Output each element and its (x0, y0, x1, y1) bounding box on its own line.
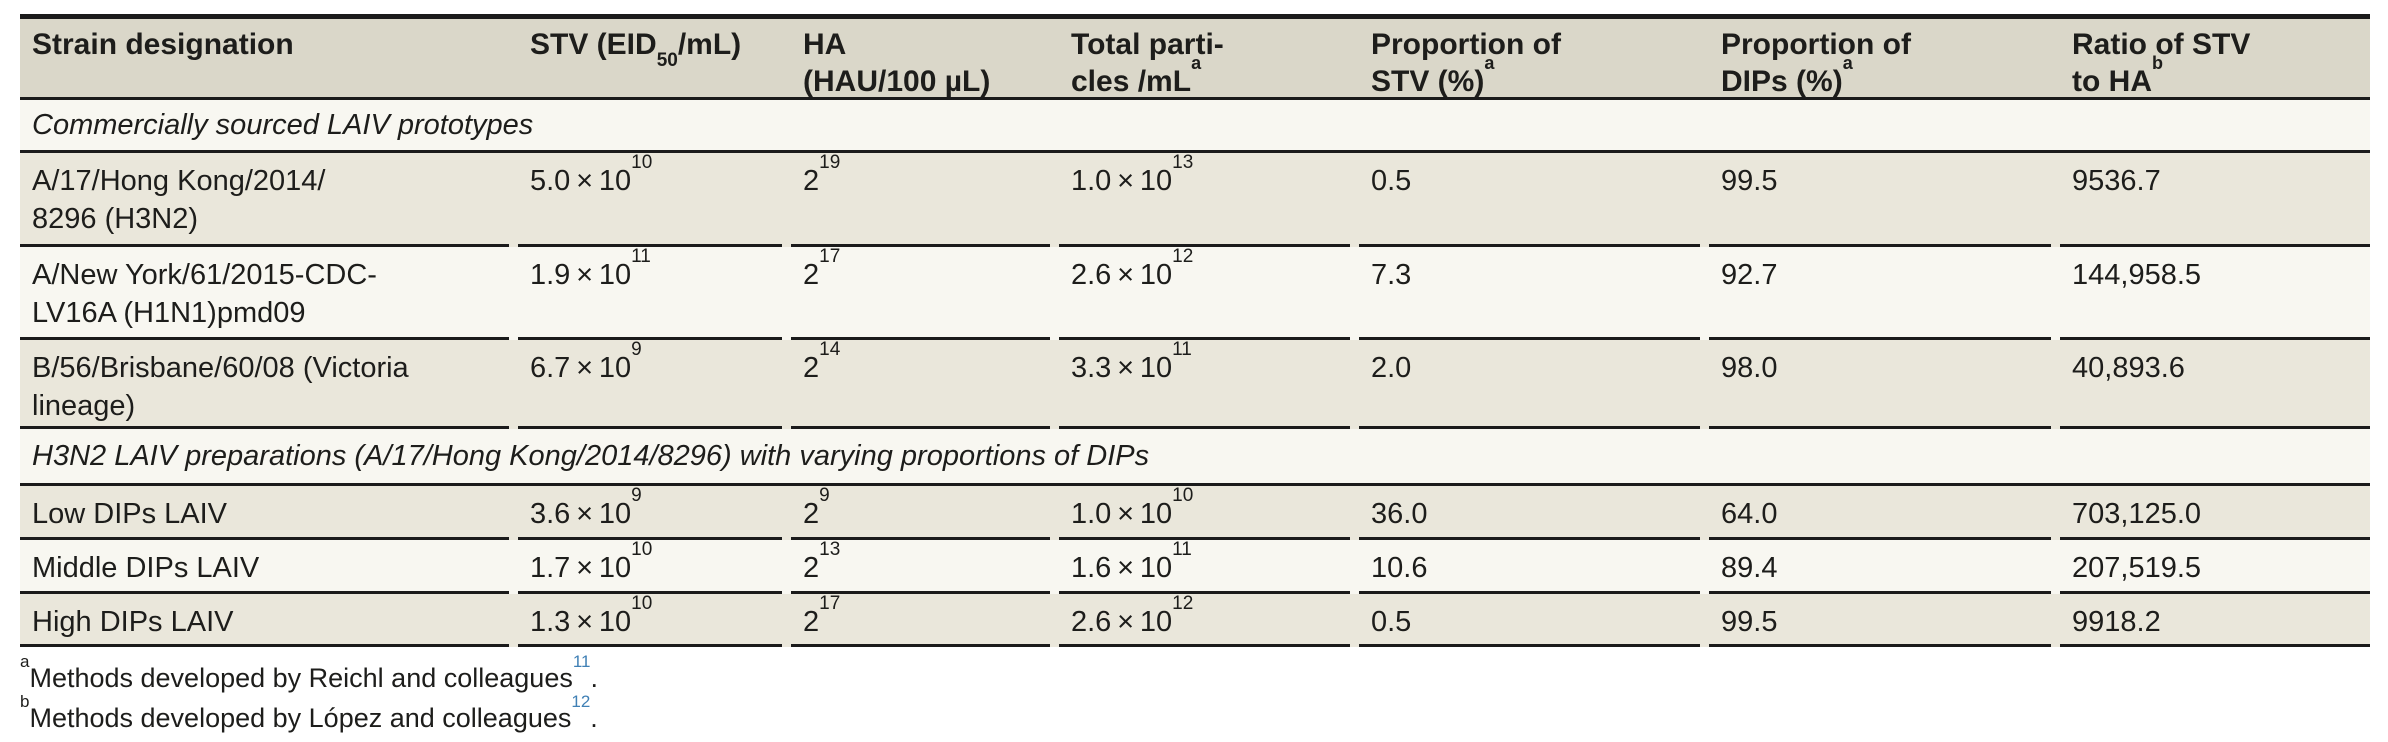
col-header-strain-designation: Strain designation (20, 19, 509, 100)
cell-proportion-stv: 0.5 (1359, 153, 1700, 247)
cell-ratio: 144,958.5 (2060, 247, 2370, 340)
cell-proportion-dips: 99.5 (1709, 153, 2051, 247)
footnote-marker-a: a (1484, 53, 1495, 73)
cell-ratio: 207,519.5 (2060, 540, 2370, 594)
col-header-label: Strain designation (32, 28, 294, 61)
cell-stv: 1.9 × 1011 (518, 247, 782, 340)
section-title: H3N2 LAIV preparations (A/17/Hong Kong/2… (32, 439, 1150, 472)
cell-proportion-stv: 0.5 (1359, 594, 1700, 647)
cell-strain: Middle DIPs LAIV (20, 540, 509, 594)
cell-total-particles: 2.6 × 1012 (1059, 247, 1350, 340)
table-header-row: Strain designation STV (EID50/mL) HA (HA… (20, 19, 2370, 100)
table-row: Low DIPs LAIV 3.6 × 109 29 1.0 × 1010 36… (20, 486, 2370, 540)
table-row: High DIPs LAIV 1.3 × 1010 217 2.6 × 1012… (20, 594, 2370, 647)
table-row: A/17/Hong Kong/2014/ 8296 (H3N2) 5.0 × 1… (20, 153, 2370, 247)
col-header-total-particles: Total parti- cles /mLa (1071, 28, 1224, 98)
cell-proportion-stv: 36.0 (1359, 486, 1700, 540)
cell-proportion-dips: 99.5 (1709, 594, 2051, 647)
footnote-b: bMethods developed by López and colleagu… (20, 692, 598, 733)
cell-total-particles: 3.3 × 1011 (1059, 340, 1350, 429)
cell-strain: High DIPs LAIV (20, 594, 509, 647)
subscript-50: 50 (656, 50, 678, 71)
cell-ha: 217 (791, 247, 1050, 340)
cell-ratio: 9536.7 (2060, 153, 2370, 247)
cell-ratio: 9918.2 (2060, 594, 2370, 647)
cell-ha: 219 (791, 153, 1050, 247)
col-header-stv: STV (EID50/mL) (530, 28, 742, 71)
citation-ref-12[interactable]: 12 (571, 692, 591, 711)
cell-proportion-stv: 7.3 (1359, 247, 1700, 340)
cell-total-particles: 2.6 × 1012 (1059, 594, 1350, 647)
section-title: Commercially sourced LAIV prototypes (32, 108, 534, 141)
cell-total-particles: 1.0 × 1010 (1059, 486, 1350, 540)
table-row: B/56/Brisbane/60/08 (Victoria lineage) 6… (20, 340, 2370, 429)
col-header-proportion-stv: Proportion of STV (%)a (1371, 28, 1561, 98)
section-header-commercial-laiv: Commercially sourced LAIV prototypes (20, 100, 2370, 153)
cell-strain: A/New York/61/2015-CDC- LV16A (H1N1)pmd0… (20, 247, 509, 340)
cell-proportion-dips: 64.0 (1709, 486, 2051, 540)
cell-proportion-stv: 2.0 (1359, 340, 1700, 429)
cell-ratio: 703,125.0 (2060, 486, 2370, 540)
section-header-h3n2-preparations: H3N2 LAIV preparations (A/17/Hong Kong/2… (20, 429, 2370, 486)
cell-ratio: 40,893.6 (2060, 340, 2370, 429)
cell-proportion-dips: 89.4 (1709, 540, 2051, 594)
cell-proportion-dips: 92.7 (1709, 247, 2051, 340)
col-header-ha: HA (HAU/100 µL) (803, 28, 991, 98)
table-footnotes: aMethods developed by Reichl and colleag… (20, 652, 599, 738)
table-row: Middle DIPs LAIV 1.7 × 1010 213 1.6 × 10… (20, 540, 2370, 594)
cell-total-particles: 1.6 × 1011 (1059, 540, 1350, 594)
cell-total-particles: 1.0 × 1013 (1059, 153, 1350, 247)
footnote-marker-a: a (1191, 53, 1202, 73)
cell-ha: 217 (791, 594, 1050, 647)
cell-ha: 29 (791, 486, 1050, 540)
strain-data-table: Strain designation STV (EID50/mL) HA (HA… (20, 14, 2370, 647)
cell-stv: 1.3 × 1010 (518, 594, 782, 647)
table-row: A/New York/61/2015-CDC- LV16A (H1N1)pmd0… (20, 247, 2370, 340)
footnote-marker-b: b (2151, 53, 2163, 73)
cell-stv: 5.0 × 1010 (518, 153, 782, 247)
cell-stv: 6.7 × 109 (518, 340, 782, 429)
cell-ha: 214 (791, 340, 1050, 429)
cell-stv: 1.7 × 1010 (518, 540, 782, 594)
cell-stv: 3.6 × 109 (518, 486, 782, 540)
cell-ha: 213 (791, 540, 1050, 594)
col-header-proportion-dips: Proportion of DIPs (%)a (1721, 28, 1911, 98)
footnote-marker-a: a (20, 652, 30, 671)
footnote-marker-a: a (1842, 53, 1853, 73)
cell-proportion-stv: 10.6 (1359, 540, 1700, 594)
footnote-a: aMethods developed by Reichl and colleag… (20, 652, 599, 693)
cell-strain: B/56/Brisbane/60/08 (Victoria lineage) (20, 340, 509, 429)
cell-proportion-dips: 98.0 (1709, 340, 2051, 429)
cell-strain: A/17/Hong Kong/2014/ 8296 (H3N2) (20, 153, 509, 247)
citation-ref-11[interactable]: 11 (572, 652, 591, 671)
footnote-marker-b: b (20, 692, 30, 711)
col-header-ratio-stv-ha: Ratio of STV to HAb (2072, 28, 2251, 98)
cell-strain: Low DIPs LAIV (20, 486, 509, 540)
